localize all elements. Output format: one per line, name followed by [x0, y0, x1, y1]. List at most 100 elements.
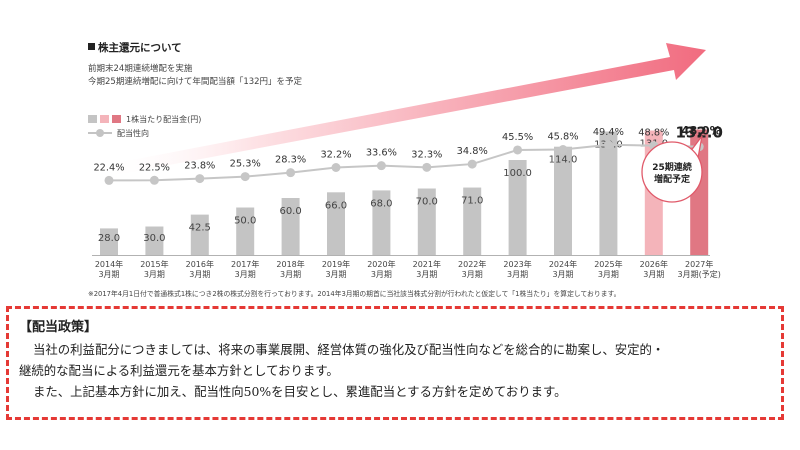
subtitle-1: 前期末24期連続増配を実施 — [88, 64, 193, 74]
legend-pink-swatch — [100, 115, 109, 123]
bar-value-label-3: 50.0 — [234, 216, 256, 227]
bar-value-label-9: 100.0 — [503, 168, 532, 179]
payout-label-12: 48.8% — [638, 128, 669, 139]
category-label-9-period: 3月期 — [507, 270, 528, 279]
square-bullet-icon — [88, 43, 95, 50]
annotation-line-2: 増配予定 — [654, 173, 691, 185]
category-label-10-period: 3月期 — [552, 270, 573, 279]
bar-8 — [463, 187, 482, 255]
category-label-5-period: 3月期 — [325, 270, 346, 279]
category-label-2-period: 3月期 — [189, 270, 210, 279]
category-label-0-period: 3月期 — [98, 270, 119, 279]
bar-0 — [100, 228, 118, 255]
category-label-7-year: 2021年 — [413, 259, 441, 269]
trend-arrow — [100, 43, 706, 178]
payout-label-6: 33.6% — [366, 148, 397, 159]
subtitle-2: 今期25期連続増配に向けて年間配当額「132円」を予定 — [88, 77, 303, 87]
payout-label-3: 25.3% — [230, 159, 261, 170]
category-label-12-period: 3月期 — [643, 270, 664, 279]
payout-label-8: 34.8% — [457, 146, 488, 157]
category-label-6-period: 3月期 — [371, 270, 392, 279]
category-label-11-year: 2025年 — [594, 259, 622, 269]
category-label-6-year: 2020年 — [367, 259, 395, 269]
payout-label-4: 28.3% — [275, 155, 306, 166]
payout-label-7: 32.3% — [411, 149, 442, 160]
category-label-8-year: 2022年 — [458, 259, 486, 269]
payout-point-8 — [467, 159, 477, 169]
legend-payout-label: 配当性向 — [117, 129, 149, 138]
section-title: 株主還元について — [88, 40, 182, 55]
payout-point-9 — [513, 145, 523, 155]
bar-value-label-13: 132.0 — [675, 124, 722, 142]
category-label-1-period: 3月期 — [144, 270, 165, 279]
bar-value-label-8: 71.0 — [461, 196, 483, 207]
annotation-line-1: 25期連続 — [652, 161, 692, 173]
bar-3 — [236, 207, 255, 255]
legend-dividend-label: 1株当たり配当金(円) — [126, 115, 202, 124]
category-label-12-year: 2026年 — [640, 259, 668, 269]
category-label-8-period: 3月期 — [462, 270, 483, 279]
category-label-1-year: 2015年 — [140, 259, 168, 269]
legend-payout: 配当性向 — [88, 128, 149, 139]
dividend-chart: 28.0 30.0 42.5 50.0 60.0 66.0 68.0 70.0 71.0 100.… — [92, 43, 723, 279]
payout-label-5: 32.2% — [320, 149, 351, 160]
payout-label-1: 22.5% — [139, 162, 170, 173]
payout-label-10: 45.8% — [547, 132, 578, 143]
category-label-2-year: 2016年 — [186, 259, 214, 269]
bar-9 — [508, 160, 527, 255]
payout-label-0: 22.4% — [93, 162, 124, 173]
category-label-5-year: 2019年 — [322, 259, 350, 269]
legend-line-icon — [88, 129, 112, 137]
policy-line-3: また、上記基本方針に加え、配当性向50%を目安とし、累進配当とする方針を定めてお… — [33, 384, 567, 399]
bar-2 — [190, 214, 209, 255]
payout-ratio-line — [108, 143, 700, 182]
bar-value-label-0: 28.0 — [98, 233, 120, 244]
dividend-policy-box: 【配当政策】 当社の利益配分につきましては、将来の事業展開、経営体質の強化及び配… — [6, 306, 784, 420]
policy-line-1: 当社の利益配分につきましては、将来の事業展開、経営体質の強化及び配当性向などを総… — [33, 342, 665, 357]
payout-label-13: 48.0% — [681, 124, 721, 138]
category-label-4-period: 3月期 — [280, 270, 301, 279]
bar-value-label-2: 42.5 — [189, 223, 211, 234]
payout-point-11 — [603, 140, 613, 150]
category-label-7-period: 3月期 — [416, 270, 437, 279]
bar-10 — [554, 146, 572, 255]
payout-point-6 — [376, 161, 386, 171]
payout-point-4 — [286, 168, 296, 178]
category-label-13-year: 2027年 — [685, 259, 713, 269]
bar-11 — [599, 131, 618, 255]
category-label-4-year: 2018年 — [276, 259, 304, 269]
category-label-0-year: 2014年 — [95, 259, 123, 269]
payout-point-0 — [104, 175, 114, 185]
bar-value-label-4: 60.0 — [279, 206, 301, 217]
bar-5 — [327, 192, 345, 255]
payout-label-2: 23.8% — [184, 161, 215, 172]
legend-red-swatch — [112, 115, 121, 123]
policy-line-2: 継続的な配当による利益還元を基本方針としております。 — [19, 363, 339, 378]
bar-4 — [281, 198, 300, 255]
payout-point-7 — [422, 162, 432, 172]
bar-value-label-5: 66.0 — [325, 200, 347, 211]
category-label-3-period: 3月期 — [235, 270, 256, 279]
category-label-13-period: 3月期(予定) — [678, 269, 721, 279]
payout-label-11: 49.4% — [593, 127, 624, 138]
payout-point-2 — [195, 174, 205, 184]
bar-6 — [372, 190, 391, 255]
bar-1 — [145, 226, 164, 255]
category-label-3-year: 2017年 — [231, 259, 259, 269]
category-label-9-year: 2023年 — [503, 259, 531, 269]
legend-gray-swatch — [88, 115, 97, 123]
category-label-10-year: 2024年 — [549, 259, 577, 269]
bar-value-label-7: 70.0 — [416, 197, 438, 208]
category-label-11-period: 3月期 — [598, 270, 619, 279]
payout-point-5 — [331, 162, 341, 172]
bar-value-label-10: 114.0 — [549, 155, 578, 166]
policy-title: 【配当政策】 — [19, 320, 98, 335]
legend-dividend: 1株当たり配当金(円) — [88, 114, 201, 125]
bar-value-label-6: 68.0 — [370, 198, 392, 209]
bar-value-label-1: 30.0 — [143, 233, 165, 244]
payout-point-1 — [149, 175, 159, 185]
payout-point-10 — [558, 145, 568, 155]
bar-7 — [417, 188, 436, 255]
annotation-bubble — [641, 141, 703, 203]
payout-point-3 — [240, 172, 250, 182]
